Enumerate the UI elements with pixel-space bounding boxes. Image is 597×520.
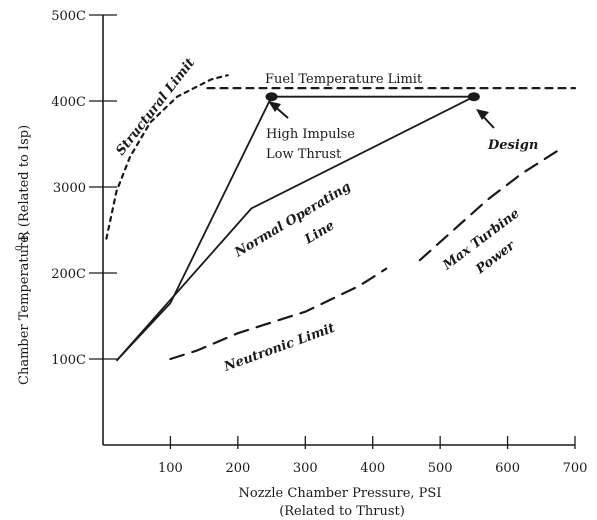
x-tick-label: 200 bbox=[225, 461, 250, 476]
y-tick-label: 100C bbox=[51, 353, 86, 368]
x-tick-label: 500 bbox=[428, 461, 453, 476]
y-axis-label-tail: R (Related to Isp) bbox=[17, 125, 32, 241]
normal-operating-line-label: Line bbox=[301, 218, 337, 248]
design-point-marker bbox=[265, 92, 278, 102]
x-tick-label: 400 bbox=[360, 461, 385, 476]
normal-operating-label: Normal Operating bbox=[231, 179, 353, 261]
neutronic-limit-label: Neutronic Limit bbox=[221, 321, 337, 375]
series-line-neutronic bbox=[169, 267, 388, 361]
design-arrow bbox=[476, 109, 495, 129]
series-line-normal bbox=[115, 95, 475, 362]
y-tick-label: 3000 bbox=[53, 181, 86, 196]
series-line-turbine bbox=[418, 147, 563, 262]
series-line-structural bbox=[105, 74, 229, 240]
high-impulse-label: High Impulse bbox=[266, 127, 355, 142]
fuel-temperature-limit-label: Fuel Temperature Limit bbox=[265, 72, 423, 87]
markers-layer bbox=[265, 92, 480, 102]
design-label: Design bbox=[487, 138, 538, 153]
y-tick-label: 400C bbox=[51, 95, 86, 110]
structural-limit-label: Structural Limit bbox=[113, 56, 198, 159]
x-tick-label: 100 bbox=[158, 461, 183, 476]
x-tick-label: 300 bbox=[293, 461, 318, 476]
y-axis-label: Chamber Temperature, bbox=[17, 231, 32, 385]
design-point-marker bbox=[467, 92, 480, 102]
x-axis-sublabel: (Related to Thrust) bbox=[279, 504, 405, 519]
ticks-layer: 100 200 300 400 500 600 700 100C 200C 3000 400C 500… bbox=[51, 9, 587, 476]
series-line-throttle bbox=[115, 96, 273, 362]
x-axis-label: Nozzle Chamber Pressure, PSI bbox=[239, 486, 442, 501]
high-impulse-arrow bbox=[268, 101, 289, 119]
x-tick-label: 700 bbox=[563, 461, 588, 476]
y-tick-label: 200C bbox=[51, 267, 86, 282]
low-thrust-label: Low Thrust bbox=[266, 147, 342, 162]
y-tick-label: 500C bbox=[51, 9, 86, 24]
x-tick-label: 600 bbox=[495, 461, 520, 476]
y-axis-label-superscript: 0 bbox=[15, 245, 25, 251]
series-layer bbox=[105, 74, 577, 362]
